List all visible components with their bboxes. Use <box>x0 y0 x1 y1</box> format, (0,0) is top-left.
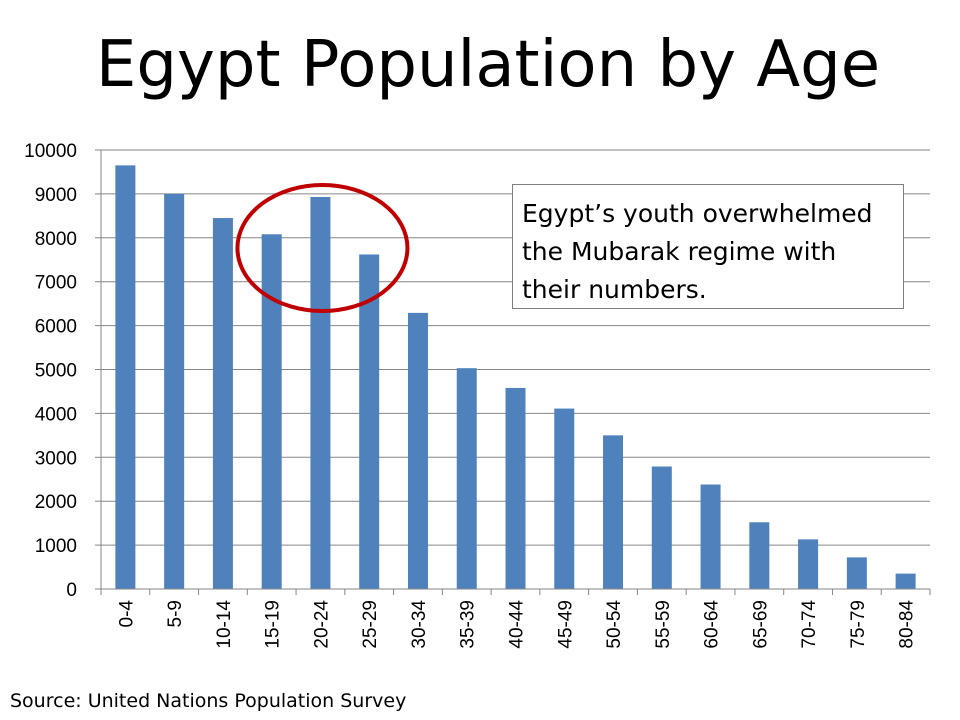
bar-10-14 <box>212 218 233 590</box>
y-tick-label: 0 <box>66 580 77 601</box>
bar-75-79 <box>846 557 867 589</box>
bar-45-49 <box>554 408 575 589</box>
bar-25-29 <box>359 254 380 589</box>
callout-text: Egypt’s youth overwhelmed the Mubarak re… <box>522 199 873 304</box>
y-tick-label: 6000 <box>35 317 77 338</box>
x-tick-label: 20-24 <box>311 600 332 649</box>
x-tick-label: 45-49 <box>555 600 576 649</box>
x-tick-label: 35-39 <box>458 600 479 649</box>
x-tick-label: 65-69 <box>750 600 771 649</box>
bar-65-69 <box>749 522 770 589</box>
bar-50-54 <box>603 435 624 589</box>
y-tick-labels: 0 1000 2000 3000 4000 5000 6000 7000 8000 9000 100… <box>24 141 77 601</box>
bar-15-19 <box>261 234 282 589</box>
y-tick-label: 4000 <box>35 404 77 425</box>
callout-box: Egypt’s youth overwhelmed the Mubarak re… <box>512 184 904 309</box>
axes <box>95 149 931 595</box>
x-tick-label: 10-14 <box>214 600 235 649</box>
x-tick-label: 30-34 <box>409 600 430 649</box>
x-tick-label: 75-79 <box>848 600 869 649</box>
bar-70-74 <box>798 539 819 589</box>
bar-5-9 <box>164 193 185 589</box>
x-tick-label: 15-19 <box>263 600 284 649</box>
y-tick-label: 1000 <box>35 536 77 557</box>
bar-55-59 <box>651 466 672 589</box>
x-tick-label: 25-29 <box>360 600 381 649</box>
y-tick-label: 7000 <box>35 273 77 294</box>
x-tick-label: 50-54 <box>604 600 625 649</box>
bar-30-34 <box>407 312 428 589</box>
bar-35-39 <box>456 368 477 589</box>
y-tick-label: 2000 <box>35 492 77 513</box>
x-tick-label: 55-59 <box>653 600 674 649</box>
y-tick-label: 9000 <box>35 185 77 206</box>
bar-40-44 <box>505 387 526 589</box>
bar-0-4 <box>115 165 136 590</box>
source-note: Source: United Nations Population Survey <box>10 690 407 712</box>
bar-60-64 <box>700 484 721 589</box>
y-tick-label: 3000 <box>35 448 77 469</box>
x-tick-label: 70-74 <box>799 600 820 649</box>
x-tick-labels: 0-4 5-9 10-14 15-19 20-24 25-29 30-34 35-39 40-4… <box>116 600 917 649</box>
y-tick-label: 8000 <box>35 229 77 250</box>
highlight-ellipse <box>235 183 410 313</box>
x-tick-label: 80-84 <box>897 600 918 649</box>
bar-80-84 <box>895 573 916 589</box>
bar-20-24 <box>310 196 331 589</box>
x-tick-label: 0-4 <box>116 600 137 628</box>
annotations <box>235 183 410 313</box>
bars <box>115 165 916 590</box>
x-tick-label: 40-44 <box>507 600 528 649</box>
y-tick-label: 5000 <box>35 361 77 382</box>
slide-title: Egypt Population by Age <box>95 28 881 102</box>
x-tick-label: 60-64 <box>702 600 723 649</box>
y-tick-label: 10000 <box>24 141 77 162</box>
x-tick-label: 5-9 <box>165 600 186 627</box>
